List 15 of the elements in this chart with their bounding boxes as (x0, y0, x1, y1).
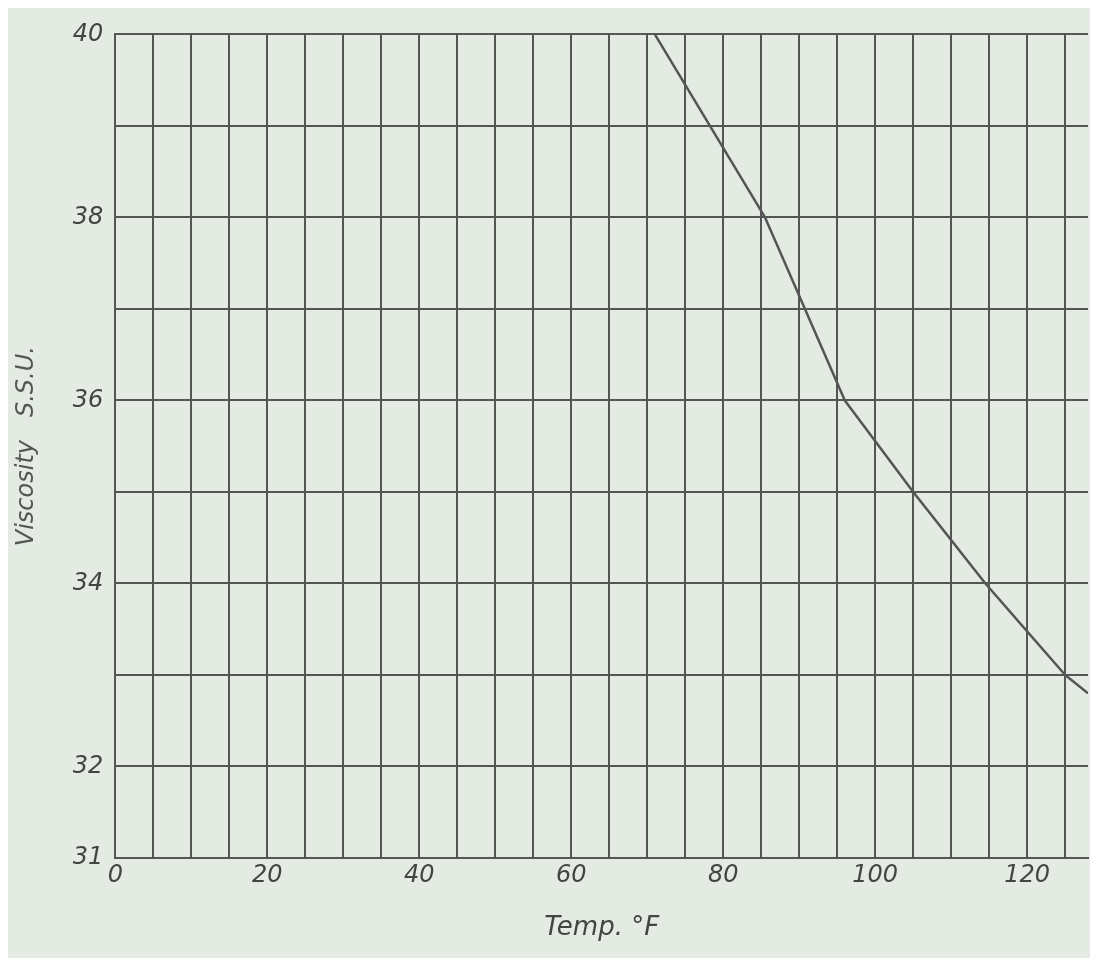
x-tick-label: 120 (1004, 859, 1051, 888)
y-tick-label: 38 (72, 201, 104, 230)
x-tick-label: 40 (404, 859, 435, 888)
x-axis-title: Temp. °F (544, 911, 661, 942)
y-tick-label: 32 (72, 750, 104, 779)
x-tick-label: 0 (107, 859, 123, 888)
y-tick-label: 34 (72, 567, 104, 596)
x-tick-label: 100 (852, 859, 899, 888)
y-tick-label: 36 (72, 384, 104, 413)
y-tick-label: 40 (72, 18, 104, 47)
y-tick-label: 31 (72, 842, 104, 871)
y-axis-title: Viscosity S.S.U. (10, 346, 39, 547)
x-tick-label: 80 (707, 859, 739, 888)
x-tick-label: 60 (556, 859, 587, 888)
x-tick-label: 20 (252, 859, 283, 888)
